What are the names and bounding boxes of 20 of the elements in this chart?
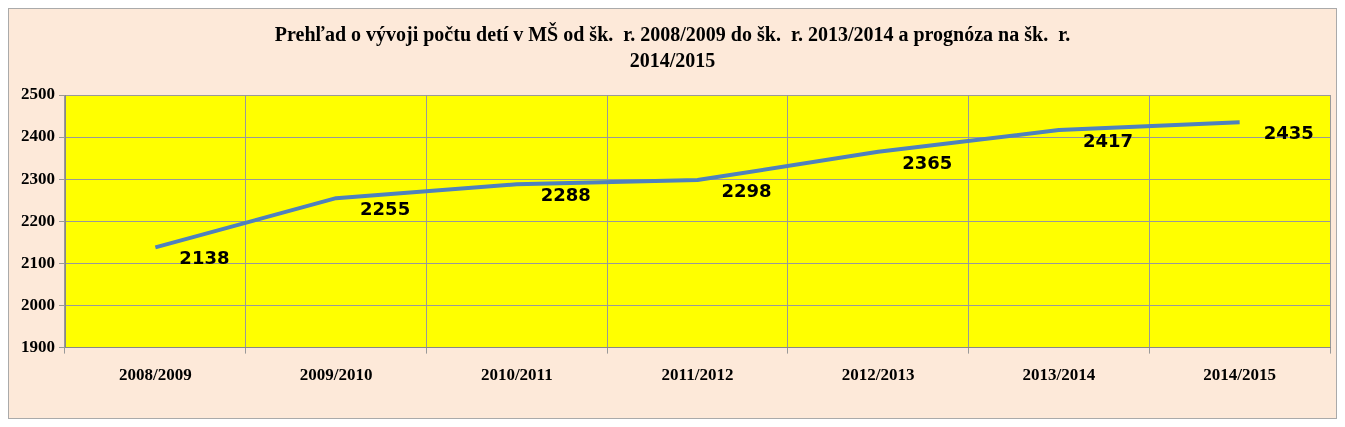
data-label: 2138 — [179, 247, 230, 269]
x-tick-label: 2009/2010 — [299, 365, 373, 385]
x-tick-label: 2011/2012 — [661, 365, 734, 385]
y-tick-label: 2300 — [21, 168, 55, 188]
x-tick-label: 2010/2011 — [480, 365, 553, 385]
data-label: 2365 — [902, 151, 953, 173]
x-tick-label: 2012/2013 — [841, 365, 915, 385]
data-label: 2288 — [540, 183, 591, 205]
data-label: 2298 — [721, 179, 772, 201]
y-tick-label: 2000 — [21, 294, 55, 314]
y-tick-label: 1900 — [21, 336, 55, 356]
y-tick-label: 2500 — [21, 84, 55, 104]
chart-title: Prehľad o vývoji počtu detí v MŠ od šk. r. 2008/2009 do šk. r. 2013/2014 a prognóza na šk. r. 2014/2015 — [273, 21, 1072, 73]
y-tick-label: 2400 — [21, 126, 55, 146]
x-tick-label: 2014/2015 — [1203, 365, 1277, 385]
x-tick-label: 2013/2014 — [1022, 365, 1096, 385]
y-tick-label: 2200 — [21, 210, 55, 230]
x-tick-label: 2008/2009 — [118, 365, 192, 385]
y-tick-label: 2100 — [21, 252, 55, 272]
data-label: 2255 — [360, 197, 411, 219]
